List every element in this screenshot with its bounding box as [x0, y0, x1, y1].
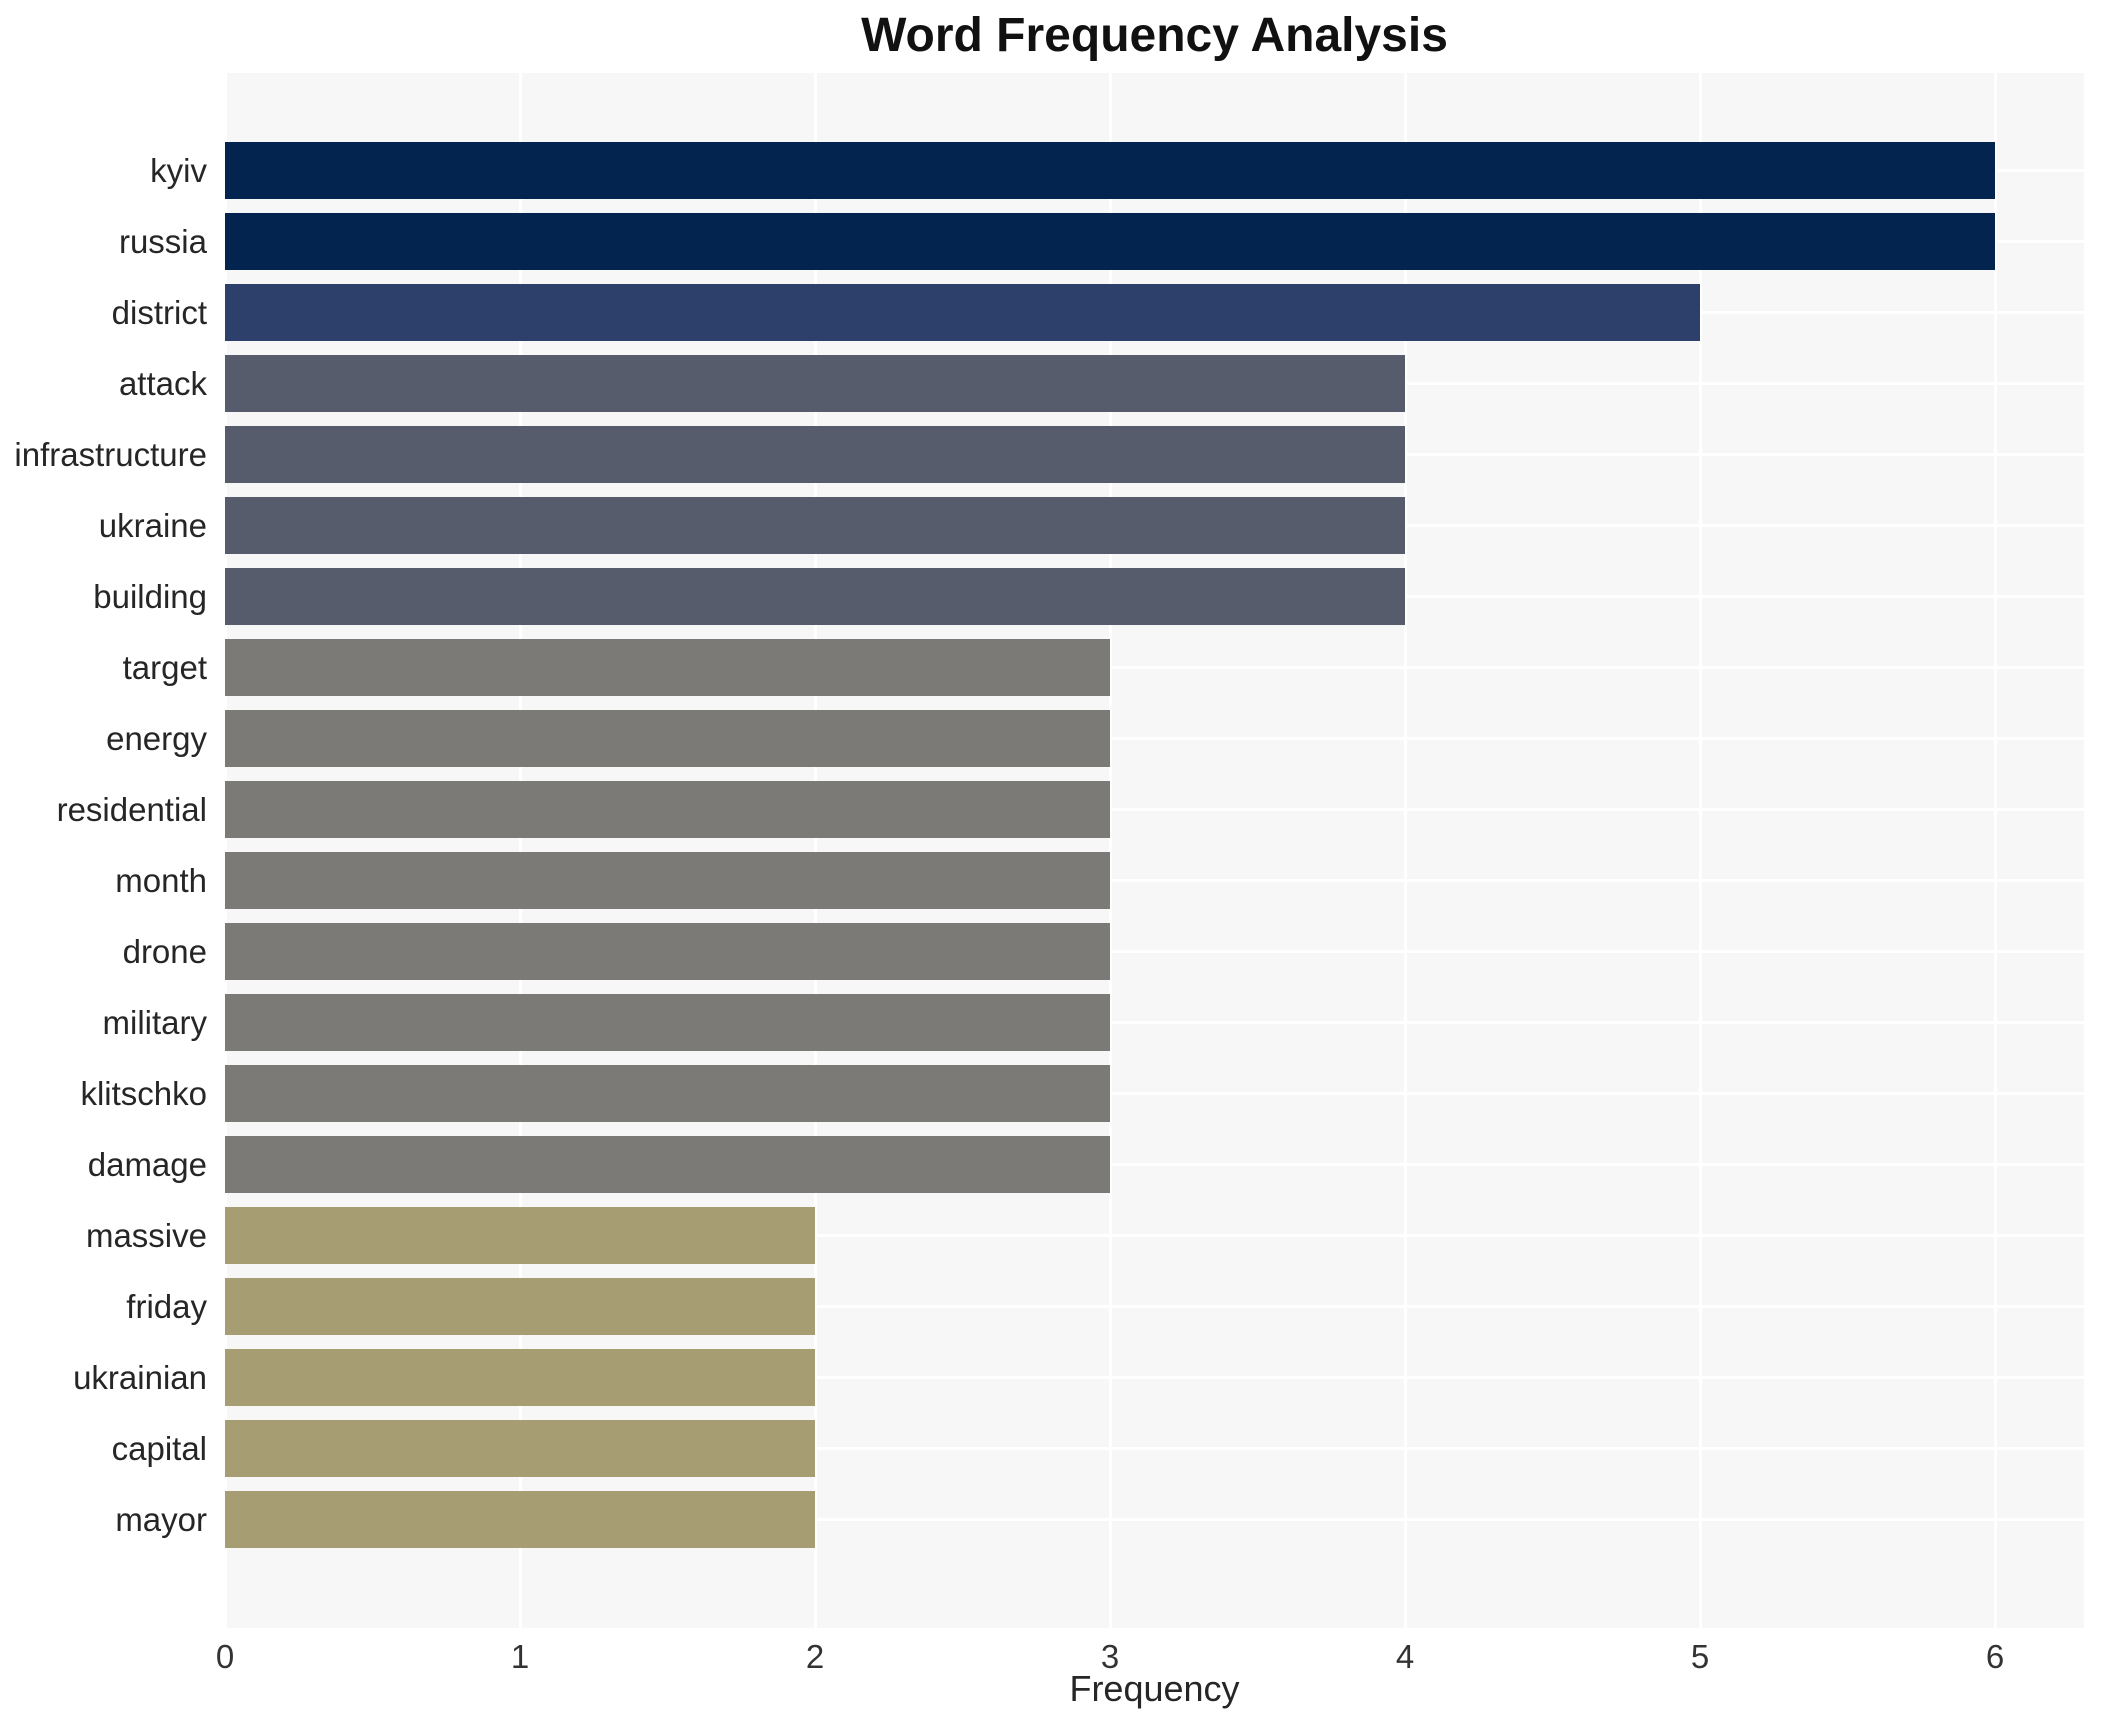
- bar-massive: [225, 1206, 815, 1264]
- category-label-russia: russia: [118, 222, 207, 260]
- bar-attack: [225, 354, 1405, 412]
- bar-residential: [225, 780, 1110, 838]
- x-gridline: [1109, 73, 1112, 1628]
- category-label-mayor: mayor: [115, 1500, 207, 1538]
- category-label-target: target: [122, 648, 207, 686]
- bar-kyiv: [225, 141, 1995, 199]
- y-gridline: [225, 1163, 2084, 1166]
- category-label-drone: drone: [122, 932, 207, 970]
- x-gridline: [224, 73, 227, 1628]
- y-gridline: [225, 1376, 2084, 1379]
- category-label-klitschko: klitschko: [80, 1074, 207, 1112]
- bar-mayor: [225, 1490, 815, 1548]
- bar-friday: [225, 1277, 815, 1335]
- x-tick-label-3: 3: [1100, 1638, 1120, 1675]
- bar-ukraine: [225, 496, 1405, 554]
- y-gridline: [225, 808, 2084, 811]
- y-gridline: [225, 950, 2084, 953]
- bar-target: [225, 638, 1110, 696]
- x-tick-label-4: 4: [1395, 1638, 1415, 1675]
- x-gridline: [519, 73, 522, 1628]
- x-axis-title: Frequency: [1069, 1668, 1240, 1709]
- x-gridline: [814, 73, 817, 1628]
- bar-building: [225, 567, 1405, 625]
- y-gridline: [225, 666, 2084, 669]
- category-label-building: building: [93, 577, 207, 615]
- bar-ukrainian: [225, 1348, 815, 1406]
- x-tick-label-6: 6: [1985, 1638, 2005, 1675]
- x-tick-label-5: 5: [1690, 1638, 1710, 1675]
- bar-drone: [225, 922, 1110, 980]
- bar-infrastructure: [225, 425, 1405, 483]
- y-gridline: [225, 1092, 2084, 1095]
- x-tick-label-1: 1: [510, 1638, 530, 1675]
- y-gridline: [225, 1305, 2084, 1308]
- bar-russia: [225, 212, 1995, 270]
- y-gridline: [225, 1447, 2084, 1450]
- category-label-capital: capital: [111, 1429, 207, 1467]
- y-gridline: [225, 1518, 2084, 1521]
- category-label-district: district: [111, 293, 207, 331]
- category-label-infrastructure: infrastructure: [14, 435, 207, 473]
- y-gridline: [225, 737, 2084, 740]
- bar-energy: [225, 709, 1110, 767]
- bar-month: [225, 851, 1110, 909]
- category-label-friday: friday: [126, 1287, 207, 1325]
- y-gridline: [225, 1234, 2084, 1237]
- y-gridline: [225, 1021, 2084, 1024]
- x-gridline: [1994, 73, 1997, 1628]
- bar-klitschko: [225, 1064, 1110, 1122]
- category-label-ukraine: ukraine: [98, 506, 207, 544]
- category-label-kyiv: kyiv: [150, 151, 207, 189]
- chart-title: Word Frequency Analysis: [861, 9, 1448, 62]
- category-label-damage: damage: [87, 1145, 207, 1183]
- bar-damage: [225, 1135, 1110, 1193]
- plot-area: [224, 73, 2084, 1628]
- x-tick-label-2: 2: [805, 1638, 825, 1675]
- x-gridline: [1404, 73, 1407, 1628]
- category-label-energy: energy: [106, 719, 207, 757]
- category-label-ukrainian: ukrainian: [73, 1358, 207, 1396]
- category-label-military: military: [102, 1003, 208, 1041]
- bar-district: [225, 283, 1700, 341]
- x-axis-ticks: 0 1 2 3 4 5 6: [0, 1638, 2103, 1678]
- category-label-attack: attack: [118, 364, 207, 402]
- category-label-massive: massive: [85, 1216, 207, 1254]
- y-axis-labels: kyiv russia district attack infrastructure uk…: [0, 73, 207, 1628]
- bar-capital: [225, 1419, 815, 1477]
- category-label-month: month: [115, 861, 207, 899]
- y-gridline: [225, 879, 2084, 882]
- bar-military: [225, 993, 1110, 1051]
- x-tick-label-0: 0: [215, 1638, 235, 1675]
- category-label-residential: residential: [56, 790, 207, 828]
- x-gridline: [1699, 73, 1702, 1628]
